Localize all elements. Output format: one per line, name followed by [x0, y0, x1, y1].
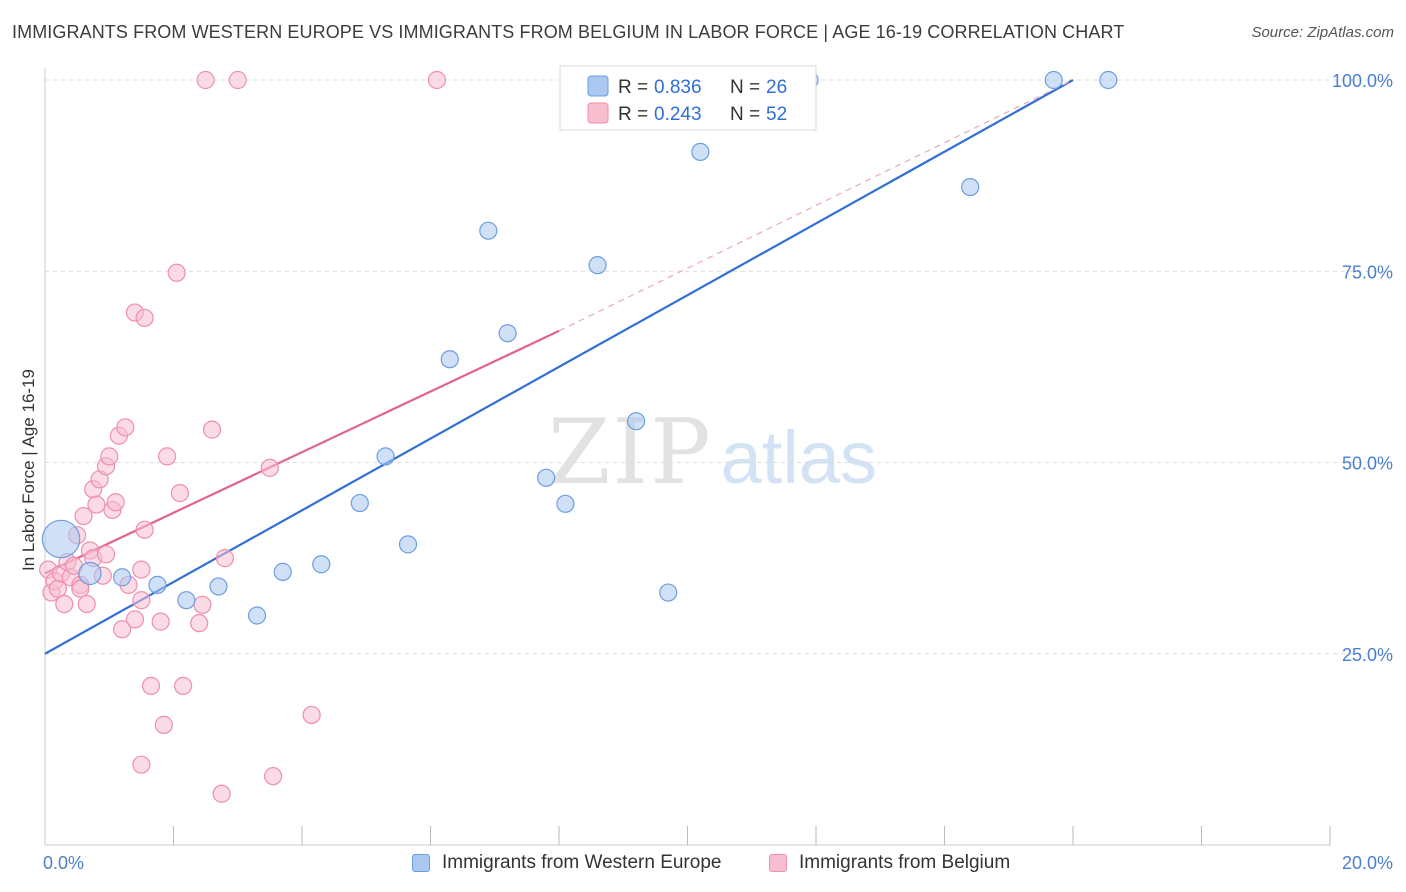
bottom-legend: Immigrants from Western Europe Immigrant…: [0, 852, 1406, 878]
point-blue-23: [961, 178, 980, 197]
legend-label-belgium: Immigrants from Belgium: [799, 852, 1011, 873]
point-blue-14: [498, 324, 517, 343]
legend-swatch-pink: [587, 102, 609, 124]
point-pink-52: [228, 70, 247, 90]
point-pink-50: [302, 705, 321, 725]
point-pink-44: [193, 595, 212, 614]
point-pink-47: [212, 784, 231, 803]
point-blue-5: [209, 577, 228, 596]
point-pink-29: [112, 620, 132, 639]
legend-item-belgium: Immigrants from Belgium: [769, 852, 1010, 874]
legend-r-value-1: 0.836: [654, 77, 702, 98]
trend-line-pink: [44, 329, 560, 575]
trend-lines: [44, 79, 1074, 655]
x-tick-label-0: 0.0%: [43, 853, 84, 873]
legend-swatch-western-europe: [412, 854, 430, 872]
point-blue-4: [177, 591, 196, 610]
y-tick-label-1: 50.0%: [1342, 454, 1393, 474]
y-tick-label-2: 75.0%: [1342, 262, 1393, 282]
point-pink-48: [260, 458, 279, 477]
point-blue-24: [1044, 70, 1063, 90]
point-pink-30: [132, 591, 151, 610]
point-blue-10: [376, 447, 395, 466]
point-pink-13: [77, 594, 96, 614]
point-pink-26: [116, 418, 135, 437]
point-pink-41: [170, 484, 190, 503]
legend-box: R = 0.836 N = 26 R = 0.243 N = 52: [559, 65, 817, 131]
point-blue-19: [659, 583, 678, 602]
point-blue-20: [691, 142, 710, 162]
point-pink-49: [263, 767, 283, 786]
point-pink-22: [106, 493, 125, 512]
legend-label-western-europe: Immigrants from Western Europe: [442, 852, 722, 873]
point-blue-25: [1099, 70, 1118, 90]
trend-line-blue: [44, 79, 1074, 655]
point-pink-51: [196, 70, 215, 90]
watermark-atlas: atlas: [720, 416, 877, 499]
point-pink-31: [132, 560, 151, 579]
chart-title: IMMIGRANTS FROM WESTERN EUROPE VS IMMIGR…: [12, 22, 1125, 42]
point-pink-23: [96, 545, 116, 564]
legend-swatch-belgium: [769, 854, 787, 872]
trend-extension-pink: [558, 79, 1074, 332]
legend-n-label-2: N =: [730, 104, 760, 125]
point-pink-39: [157, 447, 177, 466]
grid-lines: [45, 79, 1392, 655]
legend-r-label-1: R =: [618, 77, 648, 98]
point-pink-34: [132, 755, 151, 774]
point-pink-5: [55, 594, 74, 614]
y-tick-label-0: 25.0%: [1342, 645, 1393, 665]
point-blue-11: [398, 535, 418, 554]
point-pink-40: [167, 263, 186, 282]
legend-r-label-2: R =: [618, 104, 648, 125]
point-blue-2: [112, 568, 132, 587]
point-blue-15: [537, 468, 556, 487]
point-pink-33: [135, 308, 154, 328]
point-blue-16: [556, 494, 575, 513]
point-pink-45: [202, 420, 222, 439]
y-axis-label: In Labor Force | Age 16-19: [19, 369, 38, 571]
axes: [44, 68, 1331, 846]
point-pink-11: [74, 506, 93, 526]
point-blue-0: [41, 519, 81, 559]
point-pink-42: [174, 676, 193, 695]
point-blue-7: [273, 562, 292, 581]
tick-labels: 25.0% 50.0% 75.0% 100.0% 0.0% 20.0%: [43, 71, 1393, 873]
point-pink-37: [154, 715, 173, 734]
point-pink-28: [125, 610, 145, 629]
x-tick-label-1: 20.0%: [1342, 853, 1393, 873]
point-pink-12: [71, 579, 90, 598]
point-pink-35: [141, 676, 161, 695]
point-blue-17: [588, 256, 607, 275]
legend-r-value-2: 0.243: [654, 104, 702, 125]
legend-n-value-1: 26: [766, 77, 787, 98]
point-pink-36: [151, 612, 170, 631]
point-blue-6: [247, 606, 267, 625]
point-blue-8: [312, 555, 331, 574]
point-pink-46: [215, 549, 234, 568]
point-blue-3: [148, 575, 167, 595]
point-blue-9: [350, 493, 369, 513]
point-blue-12: [440, 350, 459, 369]
point-blue-18: [626, 412, 646, 431]
legend-swatch-blue: [587, 75, 609, 97]
source-label: Source: ZipAtlas.com: [1251, 24, 1394, 41]
point-pink-16: [87, 495, 106, 514]
legend-n-value-2: 52: [766, 104, 787, 125]
y-tick-label-3: 100.0%: [1332, 71, 1393, 91]
legend-n-label-1: N =: [730, 77, 760, 98]
legend-item-western-europe: Immigrants from Western Europe: [412, 852, 721, 874]
point-pink-20: [100, 447, 119, 466]
point-pink-43: [190, 614, 209, 633]
point-blue-13: [479, 221, 498, 240]
point-pink-53: [427, 70, 447, 90]
point-pink-38: [135, 520, 154, 539]
point-blue-1: [78, 561, 102, 586]
data-points: [39, 70, 1118, 803]
